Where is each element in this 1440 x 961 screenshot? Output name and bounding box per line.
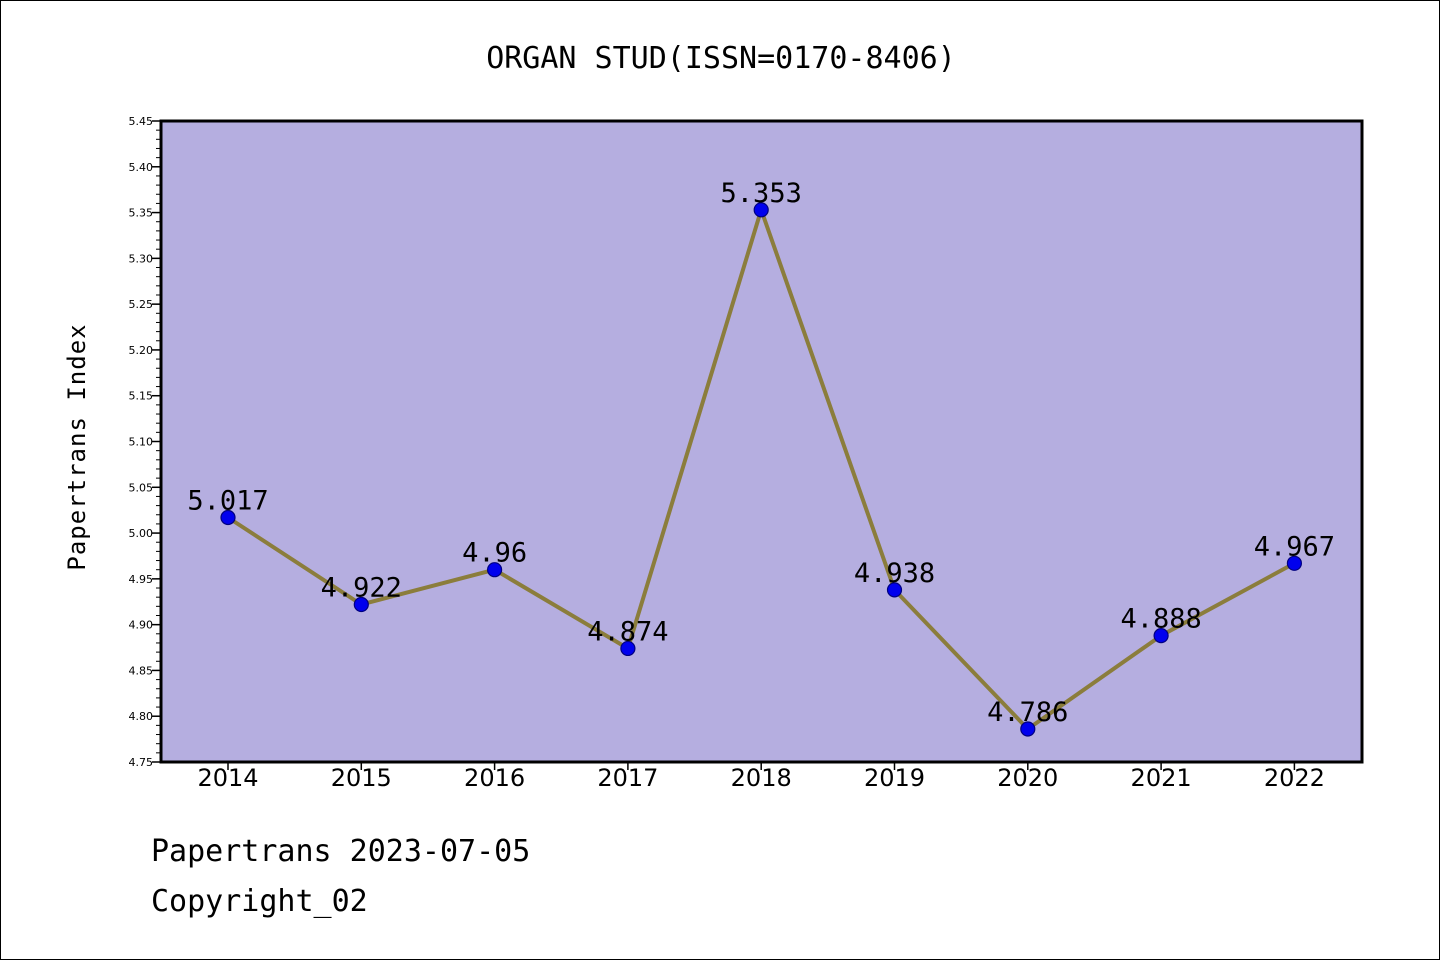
data-point-marker bbox=[620, 640, 636, 657]
x-tick-label: 2017 bbox=[597, 764, 658, 792]
y-tick-label: 5.10 bbox=[129, 436, 154, 449]
data-point-marker bbox=[753, 202, 769, 218]
y-tick-label: 4.95 bbox=[129, 573, 154, 586]
y-tick-label: 5.25 bbox=[129, 298, 154, 311]
y-tick-label: 4.80 bbox=[129, 710, 154, 723]
y-tick-label: 5.30 bbox=[129, 252, 154, 265]
y-tick-label: 5.15 bbox=[129, 390, 154, 403]
data-value-label: 5.017 bbox=[187, 486, 268, 517]
data-point-marker bbox=[886, 582, 903, 598]
x-axis-ticks: 2014 2015 2016 2017 2018 2019 2020 2021 2022 bbox=[197, 762, 1325, 792]
x-tick-label: 2014 bbox=[197, 764, 258, 792]
plot-area bbox=[161, 121, 1362, 762]
data-point-marker bbox=[1286, 555, 1303, 571]
chart-title: ORGAN STUD(ISSN=0170-8406) bbox=[486, 41, 956, 76]
x-tick-label: 2021 bbox=[1131, 764, 1192, 792]
footer-date: Papertrans 2023-07-05 bbox=[151, 834, 531, 869]
y-tick-label: 5.45 bbox=[129, 115, 154, 128]
y-tick-label: 5.00 bbox=[129, 527, 154, 540]
data-markers bbox=[220, 202, 1303, 737]
x-tick-label: 2015 bbox=[331, 764, 392, 792]
data-point-marker bbox=[487, 562, 503, 578]
data-point-marker bbox=[353, 596, 369, 613]
y-tick-label: 5.05 bbox=[129, 481, 154, 494]
x-tick-label: 2019 bbox=[864, 764, 925, 792]
data-value-label: 4.786 bbox=[987, 697, 1068, 728]
y-tick-label: 4.75 bbox=[129, 756, 154, 769]
data-value-label: 4.888 bbox=[1120, 604, 1201, 635]
data-point-marker bbox=[1020, 721, 1036, 737]
footer-copyright: Copyright_02 bbox=[151, 884, 368, 919]
plot-border bbox=[159, 119, 1364, 764]
y-tick-label: 4.90 bbox=[129, 619, 154, 632]
data-point-marker bbox=[1153, 628, 1169, 644]
data-point-marker bbox=[220, 509, 236, 526]
data-value-label: 5.353 bbox=[721, 178, 802, 209]
y-tick-label: 5.20 bbox=[129, 344, 154, 357]
y-axis-ticks: 4.75 4.80 4.85 4.90 4.95 5.00 5.05 5.10 5.15 5.20… bbox=[129, 115, 161, 769]
x-tick-label: 2016 bbox=[464, 764, 525, 792]
data-value-label: 4.874 bbox=[587, 616, 668, 647]
data-labels: 5.017 4.922 4.96 4.874 5.353 4.938 4.786 4.888 4… bbox=[187, 178, 1335, 728]
data-value-label: 4.938 bbox=[854, 558, 935, 589]
y-tick-label: 5.35 bbox=[129, 207, 154, 220]
y-axis-label: Papertrans Index bbox=[63, 323, 91, 570]
x-tick-label: 2018 bbox=[731, 764, 792, 792]
x-tick-label: 2020 bbox=[997, 764, 1058, 792]
y-tick-label: 4.85 bbox=[129, 664, 154, 677]
y-tick-label: 5.40 bbox=[129, 161, 154, 174]
data-value-label: 4.967 bbox=[1254, 531, 1335, 562]
data-value-label: 4.96 bbox=[462, 538, 527, 569]
data-value-label: 4.922 bbox=[321, 572, 402, 603]
x-tick-label: 2022 bbox=[1264, 764, 1325, 792]
